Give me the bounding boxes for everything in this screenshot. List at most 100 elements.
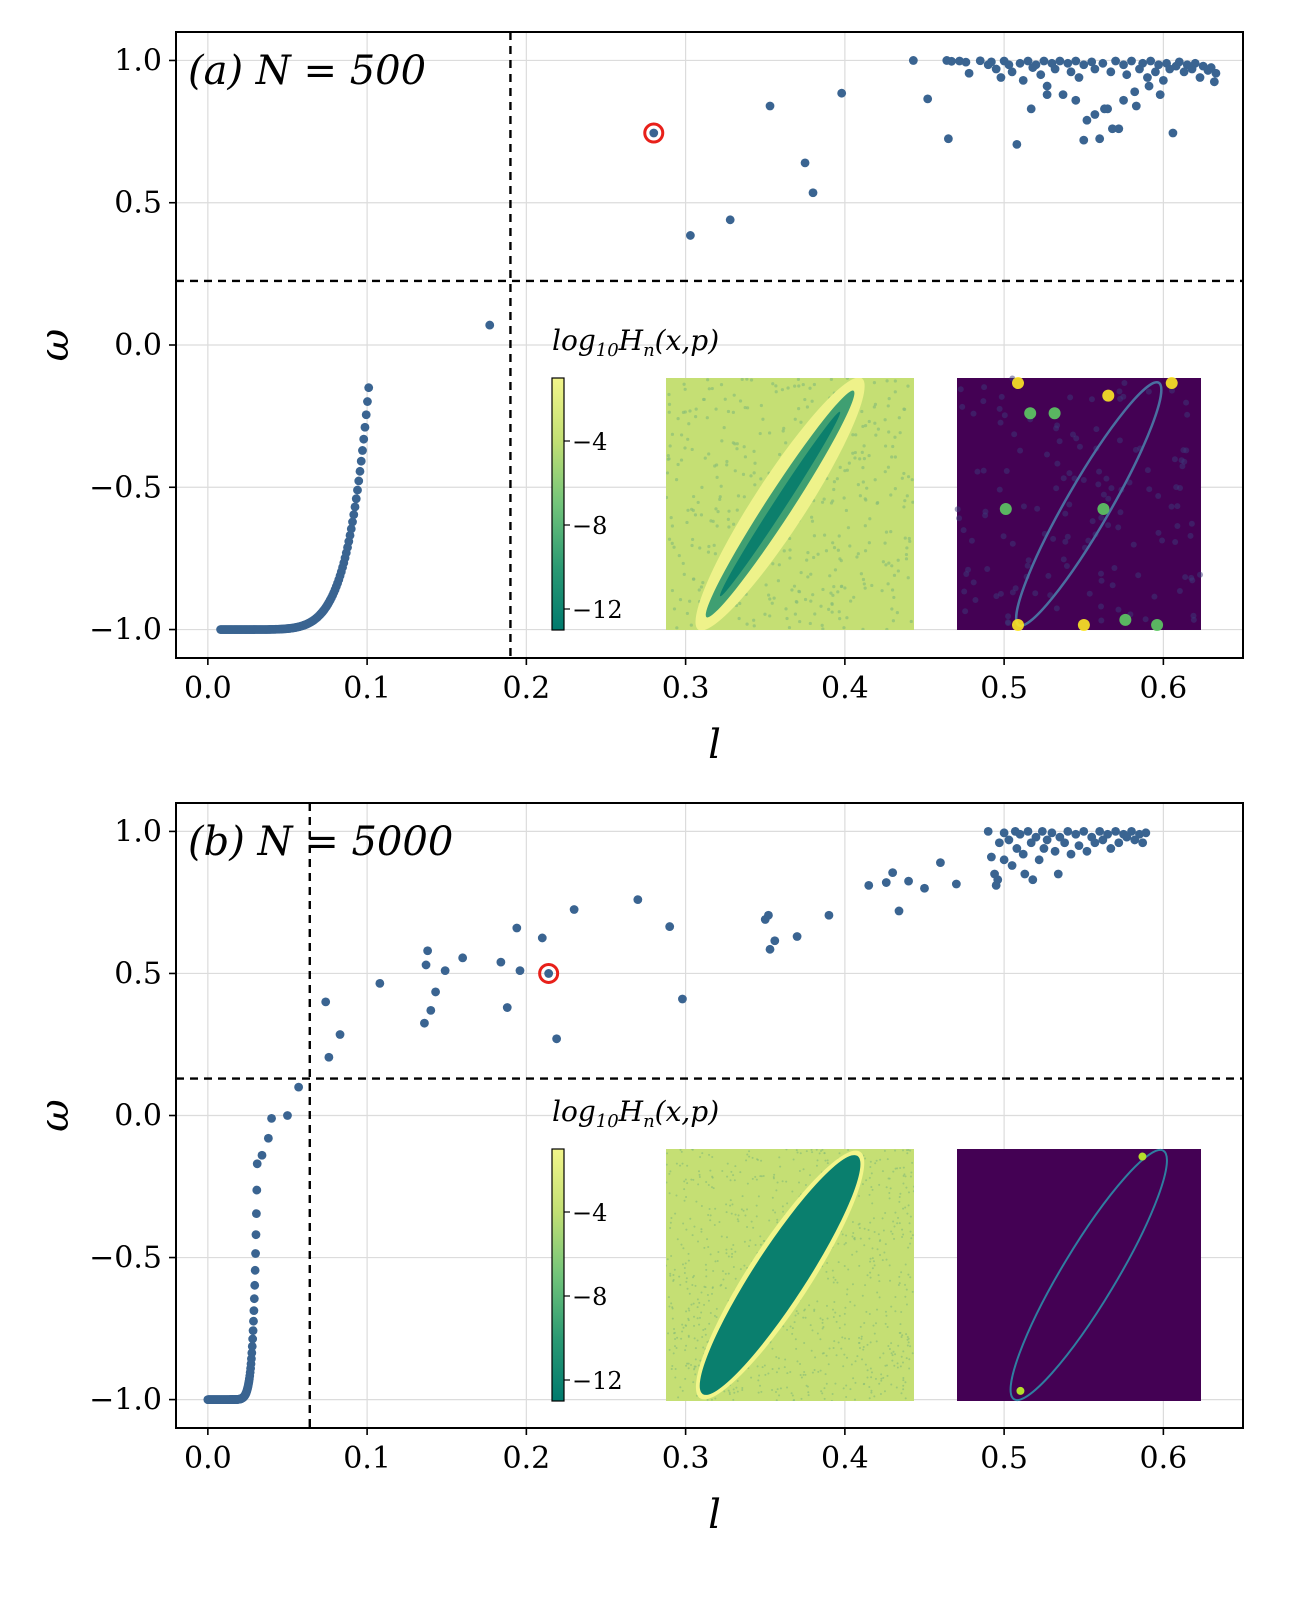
heatmap-speckle bbox=[680, 1337, 683, 1340]
heatmap-speckle bbox=[676, 1238, 679, 1241]
heatmap-speckle bbox=[697, 1364, 700, 1367]
heatmap-speckle bbox=[707, 1214, 710, 1217]
heatmap-speckle bbox=[700, 485, 704, 490]
husimi-linear-heatmap bbox=[957, 1148, 1201, 1402]
heatmap-speckle bbox=[826, 1162, 829, 1165]
heatmap-speckle bbox=[846, 1356, 849, 1359]
heatmap-core bbox=[699, 1155, 861, 1395]
heatmap-speckle bbox=[705, 1268, 708, 1271]
heatmap-speckle bbox=[666, 1152, 669, 1155]
heatmap-speckle bbox=[863, 524, 867, 528]
heatmap-speckle bbox=[763, 1364, 766, 1367]
heatmap-speckle bbox=[906, 1212, 909, 1215]
heatmap-speckle bbox=[707, 452, 711, 456]
heatmap-speckle bbox=[670, 1255, 673, 1258]
heatmap-speckle bbox=[894, 1295, 897, 1298]
heatmap-speckle bbox=[756, 1158, 759, 1161]
heatmap-speckle bbox=[764, 583, 768, 587]
data-point bbox=[426, 1005, 436, 1015]
heatmap-speckle bbox=[1056, 438, 1063, 445]
heatmap-speckle bbox=[775, 1399, 778, 1401]
heatmap-speckle bbox=[1174, 523, 1181, 530]
data-point bbox=[923, 94, 933, 104]
heatmap-speckle bbox=[1116, 437, 1123, 444]
heatmap-speckle bbox=[869, 1221, 872, 1224]
data-point bbox=[1015, 58, 1025, 68]
heatmap-speckle bbox=[730, 1170, 733, 1173]
heatmap-speckle bbox=[750, 1220, 753, 1223]
heatmap-speckle bbox=[736, 1218, 739, 1221]
heatmap-speckle bbox=[797, 407, 801, 411]
heatmap-speckle bbox=[670, 541, 674, 545]
heatmap-speckle bbox=[791, 1190, 794, 1193]
heatmap-speckle bbox=[1168, 387, 1175, 394]
heatmap-speckle bbox=[872, 405, 876, 409]
heatmap-speckle bbox=[900, 1355, 903, 1358]
heatmap-peak bbox=[1151, 618, 1164, 631]
data-point bbox=[359, 434, 369, 444]
heatmap-speckle bbox=[957, 386, 964, 393]
heatmap-speckle bbox=[709, 1312, 712, 1315]
heatmap-speckle bbox=[861, 1358, 864, 1361]
heatmap-speckle bbox=[883, 541, 887, 545]
data-point bbox=[249, 1316, 258, 1326]
heatmap-speckle bbox=[1066, 470, 1073, 477]
heatmap-speckle bbox=[907, 1204, 910, 1207]
data-point bbox=[1063, 827, 1073, 836]
heatmap-speckle bbox=[681, 1263, 684, 1266]
heatmap-speckle bbox=[743, 455, 748, 459]
heatmap-speckle bbox=[677, 553, 681, 558]
heatmap-speckle bbox=[670, 524, 675, 528]
y-tick-label: −0.5 bbox=[89, 470, 162, 505]
inset: log10Hn(x,p) −4 −8 −12 bbox=[551, 1095, 1201, 1402]
data-point bbox=[943, 134, 953, 144]
heatmap-speckle bbox=[873, 1264, 876, 1267]
heatmap-speckle bbox=[892, 1170, 895, 1173]
heatmap-speckle bbox=[825, 1354, 828, 1357]
heatmap-speckle bbox=[892, 573, 897, 577]
data-point bbox=[537, 933, 547, 943]
heatmap-speckle bbox=[799, 1152, 802, 1155]
heatmap-speckle bbox=[906, 1152, 909, 1155]
heatmap-speckle bbox=[820, 623, 824, 627]
heatmap-speckle bbox=[832, 1276, 835, 1279]
heatmap-speckle bbox=[774, 1211, 777, 1214]
heatmap-speckle bbox=[679, 433, 684, 437]
heatmap-speckle bbox=[1174, 503, 1181, 510]
heatmap-speckle bbox=[880, 1379, 883, 1382]
heatmap-speckle bbox=[897, 1344, 900, 1347]
heatmap-speckle bbox=[731, 1203, 734, 1206]
heatmap-speckle bbox=[880, 1373, 883, 1376]
data-point bbox=[1079, 135, 1089, 145]
heatmap-speckle bbox=[795, 1347, 798, 1350]
heatmap-speckle bbox=[896, 1362, 899, 1365]
heatmap-speckle bbox=[837, 1242, 840, 1245]
heatmap-speckle bbox=[980, 398, 987, 405]
heatmap-speckle bbox=[768, 1219, 771, 1222]
heatmap-speckle bbox=[912, 1185, 914, 1188]
heatmap-speckle bbox=[840, 584, 844, 588]
heatmap-speckle bbox=[724, 1287, 727, 1290]
heatmap-speckle bbox=[866, 1274, 869, 1277]
heatmap-speckle bbox=[905, 494, 909, 498]
heatmap-speckle bbox=[870, 1172, 873, 1175]
data-point bbox=[975, 56, 985, 66]
data-point bbox=[994, 838, 1004, 848]
heatmap-speckle bbox=[885, 1186, 888, 1189]
heatmap-speckle bbox=[867, 453, 871, 458]
data-point bbox=[1050, 846, 1060, 856]
heatmap-speckle bbox=[674, 1345, 677, 1348]
data-point bbox=[991, 64, 1001, 74]
heatmap-speckle bbox=[737, 1214, 740, 1217]
heatmap-speckle bbox=[1159, 537, 1166, 544]
heatmap-speckle bbox=[960, 527, 967, 534]
data-point bbox=[1138, 838, 1148, 848]
heatmap-speckle bbox=[711, 1156, 714, 1159]
heatmap-speckle bbox=[750, 1376, 753, 1379]
heatmap-speckle bbox=[1171, 456, 1178, 463]
heatmap-speckle bbox=[909, 1345, 912, 1348]
heatmap-speckle bbox=[906, 475, 911, 479]
heatmap-speckle bbox=[685, 1344, 688, 1347]
data-point bbox=[251, 1230, 261, 1240]
heatmap-speckle bbox=[1146, 486, 1153, 493]
